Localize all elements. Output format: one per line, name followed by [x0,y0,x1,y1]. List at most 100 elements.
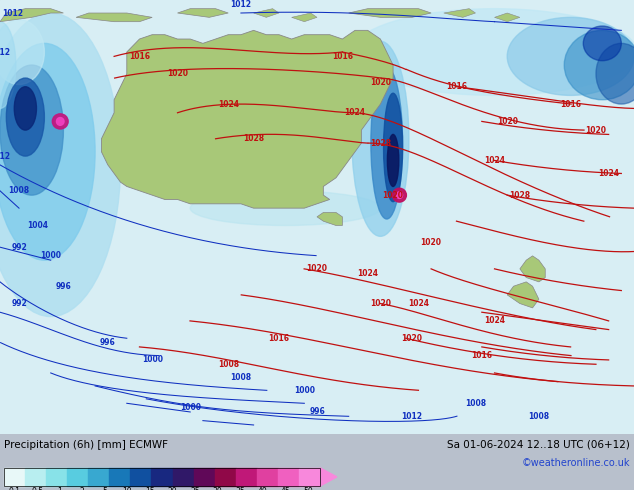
Ellipse shape [507,17,634,96]
Bar [67,468,88,486]
Bar [109,468,131,486]
Ellipse shape [0,44,95,260]
Text: 992: 992 [11,299,27,308]
Text: 1028: 1028 [509,191,531,199]
Text: 20: 20 [168,488,178,490]
Ellipse shape [0,20,44,85]
Text: 1020: 1020 [306,265,328,273]
Polygon shape [349,9,431,17]
Ellipse shape [352,9,634,96]
Text: 1024: 1024 [217,99,239,109]
Text: 1008: 1008 [217,360,239,369]
Text: 1016: 1016 [129,52,150,61]
Ellipse shape [0,13,120,317]
Bar [4,468,25,486]
Ellipse shape [352,41,409,236]
Bar [236,468,257,486]
Ellipse shape [14,87,36,130]
Text: 10: 10 [122,488,133,490]
Text: 1016: 1016 [560,99,581,109]
Text: 2: 2 [80,488,84,490]
Text: 1016: 1016 [332,52,353,61]
Text: 1016: 1016 [268,334,290,343]
Text: 1020: 1020 [370,299,391,308]
Bar [278,468,299,486]
Text: 1024: 1024 [357,269,378,278]
Ellipse shape [371,67,403,219]
Polygon shape [520,256,545,282]
Bar [257,468,278,486]
Ellipse shape [392,188,406,202]
Bar [299,468,320,486]
Text: 1024: 1024 [344,108,366,117]
Ellipse shape [0,65,63,195]
Text: 1012: 1012 [0,48,11,56]
Text: 45: 45 [280,488,290,490]
Ellipse shape [396,192,403,198]
Text: 5: 5 [102,488,107,490]
Text: 1000: 1000 [294,386,315,395]
Polygon shape [495,13,520,22]
Bar [4,468,320,486]
Text: 1012: 1012 [0,151,11,161]
Bar [46,468,67,486]
Text: Sa 01-06-2024 12..18 UTC (06+12): Sa 01-06-2024 12..18 UTC (06+12) [447,440,630,450]
Text: 1012: 1012 [2,8,23,18]
Text: 1028: 1028 [370,139,391,147]
Polygon shape [292,13,317,22]
Text: 15: 15 [145,488,155,490]
Bar [215,468,236,486]
Text: 992: 992 [11,243,27,252]
Text: 996: 996 [309,408,325,416]
Text: 1: 1 [57,488,62,490]
Text: 25: 25 [190,488,200,490]
Polygon shape [444,9,476,17]
Text: Precipitation (6h) [mm] ECMWF: Precipitation (6h) [mm] ECMWF [4,440,168,450]
Text: 1016: 1016 [446,82,467,91]
Ellipse shape [387,134,399,187]
Text: 1012: 1012 [401,412,423,421]
Text: 1024: 1024 [484,156,505,165]
Text: 35: 35 [235,488,245,490]
Ellipse shape [384,93,403,202]
Polygon shape [101,30,393,208]
Text: ©weatheronline.co.uk: ©weatheronline.co.uk [522,458,630,468]
Bar [131,468,152,486]
Text: 30: 30 [213,488,223,490]
Ellipse shape [52,114,68,129]
Text: 1004: 1004 [27,221,49,230]
Polygon shape [254,9,279,17]
Text: 1020: 1020 [382,191,404,199]
Ellipse shape [583,26,621,61]
Text: 1020: 1020 [370,78,391,87]
Bar [25,468,46,486]
Text: 1016: 1016 [471,351,493,360]
Text: 40: 40 [258,488,268,490]
Text: 0.1: 0.1 [8,488,20,490]
Bar [193,468,215,486]
Polygon shape [320,468,337,486]
Polygon shape [178,9,228,17]
Text: 1020: 1020 [585,125,607,135]
Ellipse shape [596,44,634,104]
Text: 1020: 1020 [420,238,442,247]
Text: 1008: 1008 [230,373,252,382]
Ellipse shape [0,22,16,108]
Text: 1008: 1008 [465,399,486,408]
Text: 1008: 1008 [528,412,550,421]
Ellipse shape [190,191,380,225]
Text: 996: 996 [56,282,71,291]
Text: 1024: 1024 [408,299,429,308]
Ellipse shape [56,118,64,125]
Text: 1020: 1020 [167,69,188,78]
Ellipse shape [6,78,44,156]
Polygon shape [76,13,152,22]
Text: 1000: 1000 [40,251,61,260]
Bar [152,468,172,486]
Polygon shape [507,282,539,308]
Bar [88,468,109,486]
Text: 1020: 1020 [401,334,423,343]
Text: 1028: 1028 [243,134,264,143]
Text: 996: 996 [100,338,115,347]
Text: 1024: 1024 [598,169,619,178]
